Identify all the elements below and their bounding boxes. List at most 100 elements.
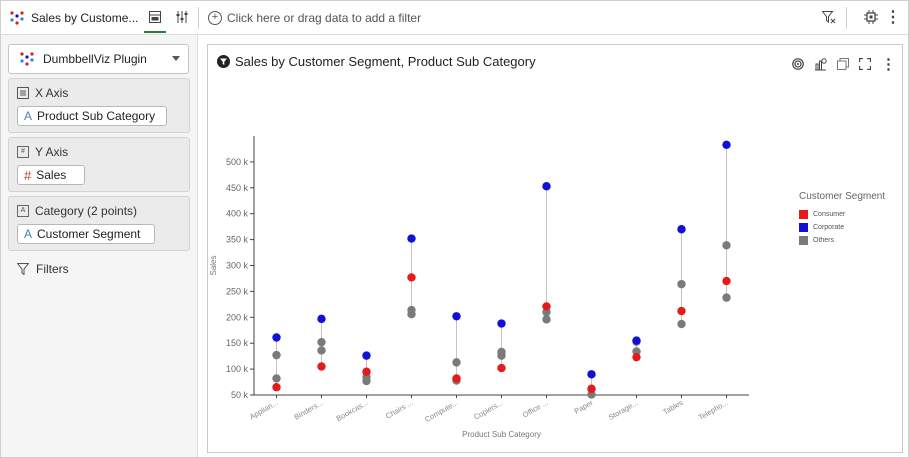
y-axis-field: Sales <box>36 168 67 182</box>
viz-type-select[interactable]: DumbbellViz Plugin <box>8 44 189 74</box>
point-corporate <box>272 333 281 342</box>
point-corporate <box>497 319 506 328</box>
x-axis-title: Product Sub Category <box>462 430 541 439</box>
layout-icon <box>149 11 161 23</box>
y-tick-label: 250 k <box>226 286 249 296</box>
x-axis-field-pill[interactable]: A Product Sub Category <box>17 106 167 126</box>
x-tick-label: Copiers... <box>472 398 504 422</box>
y-axis-section: # Y Axis # Sales <box>8 137 190 192</box>
x-axis-field: Product Sub Category <box>37 109 156 123</box>
x-tick-label: Binders... <box>293 398 325 422</box>
viz-more-options-icon[interactable]: ⋮ <box>881 56 896 73</box>
grammar-panel: DumbbellViz Plugin X Axis A Product Sub … <box>1 35 198 457</box>
point-consumer <box>632 352 641 362</box>
category-header: A Category (2 points) <box>17 204 137 218</box>
legend-item-others[interactable]: Others <box>799 234 885 247</box>
filters-section[interactable]: Filters <box>17 262 69 276</box>
point-corporate <box>677 225 686 234</box>
dumbbell-chart: 50 k 100 k 150 k 200 k 250 k 300 k 350 k 400 k 4… <box>209 136 749 439</box>
legend-label-consumer: Consumer <box>813 211 846 218</box>
viz-title: Sales by Customer Segment, Product Sub C… <box>235 54 536 69</box>
target-icon[interactable] <box>792 58 804 70</box>
category-section: A Category (2 points) A Customer Segment <box>8 196 190 251</box>
x-tick-label: Telepho... <box>697 398 730 422</box>
hash-box-icon: # <box>17 146 29 158</box>
x-tick-label: Applian... <box>248 398 280 421</box>
legend-item-corporate[interactable]: Corporate <box>799 221 885 234</box>
x-tick-label: Chairs ... <box>384 398 414 421</box>
legend-swatch-consumer <box>799 210 808 219</box>
point-others <box>722 293 731 302</box>
toolbar-divider-right <box>846 7 847 29</box>
point-consumer <box>497 363 506 373</box>
point-others <box>452 358 461 367</box>
point-consumer <box>452 374 461 383</box>
x-tick-label: Compute... <box>423 398 459 424</box>
point-others <box>362 376 371 386</box>
x-tick-label: Storage... <box>607 398 640 422</box>
attribute-box-icon: A <box>17 205 29 217</box>
y-tick-label: 450 k <box>226 183 249 193</box>
filter-circle-icon <box>217 55 230 68</box>
chip-icon <box>864 10 878 24</box>
point-consumer <box>542 302 551 311</box>
y-tick-label: 50 k <box>231 390 249 400</box>
point-others <box>722 241 731 250</box>
dumbbell-logo-icon <box>10 10 24 25</box>
auto-apply-button[interactable] <box>861 7 881 27</box>
y-axis-title: Sales <box>209 255 218 275</box>
y-tick-label: 350 k <box>226 235 249 245</box>
point-consumer <box>722 276 731 286</box>
more-options-icon[interactable]: ⋮ <box>885 9 901 26</box>
data-panel-button[interactable] <box>145 7 165 27</box>
explain-icon[interactable] <box>814 57 827 71</box>
x-tick-label: Bookcas... <box>335 398 370 423</box>
filter-options-button[interactable] <box>819 7 839 27</box>
category-field-pill[interactable]: A Customer Segment <box>17 224 155 244</box>
point-corporate <box>362 351 371 360</box>
properties-button[interactable] <box>172 7 192 27</box>
point-others <box>272 374 281 383</box>
point-corporate <box>542 182 551 191</box>
y-axis-header: # Y Axis <box>17 145 68 159</box>
canvas-tab-title: Sales by Custome... <box>31 10 139 25</box>
y-tick-label: 200 k <box>226 312 249 322</box>
category-field: Customer Segment <box>37 227 141 241</box>
filter-bar[interactable]: + Click here or drag data to add a filte… <box>208 1 421 34</box>
y-tick-label: 500 k <box>226 157 249 167</box>
x-tick-label: Paper <box>573 398 595 416</box>
point-others <box>407 309 416 319</box>
point-others <box>497 351 506 360</box>
canvas-tab[interactable]: Sales by Custome... <box>9 1 138 34</box>
point-consumer <box>407 273 416 282</box>
filters-label: Filters <box>36 262 69 276</box>
visualization[interactable]: Sales by Customer Segment, Product Sub C… <box>207 44 903 453</box>
point-consumer <box>272 383 281 392</box>
y-tick-label: 150 k <box>226 338 249 348</box>
point-corporate <box>632 336 641 345</box>
y-axis-field-pill[interactable]: # Sales <box>17 165 85 185</box>
point-corporate <box>452 312 461 321</box>
attribute-icon: A <box>24 227 33 241</box>
category-label: Category (2 points) <box>35 204 138 218</box>
point-others <box>317 337 326 347</box>
legend-title: Customer Segment <box>799 191 886 202</box>
x-tick-label: Office ... <box>521 398 550 420</box>
canvas-area: Sales by Customer Segment, Product Sub C… <box>198 35 908 457</box>
sliders-icon <box>176 11 188 23</box>
measure-icon: # <box>24 167 32 183</box>
legend-swatch-others <box>799 236 808 245</box>
active-tab-indicator <box>144 31 166 33</box>
point-consumer <box>317 362 326 371</box>
legend-item-consumer[interactable]: Consumer <box>799 208 885 221</box>
duplicate-icon[interactable] <box>837 58 849 70</box>
legend-swatch-corporate <box>799 223 808 232</box>
x-axis-label: X Axis <box>35 86 69 100</box>
x-axis-section: X Axis A Product Sub Category <box>8 78 190 133</box>
legend: Customer Segment Consumer Corporate Othe… <box>799 191 885 247</box>
legend-label-corporate: Corporate <box>813 224 845 231</box>
filter-settings-icon <box>822 10 836 23</box>
y-tick-label: 300 k <box>226 261 249 271</box>
maximize-icon[interactable] <box>859 58 871 70</box>
